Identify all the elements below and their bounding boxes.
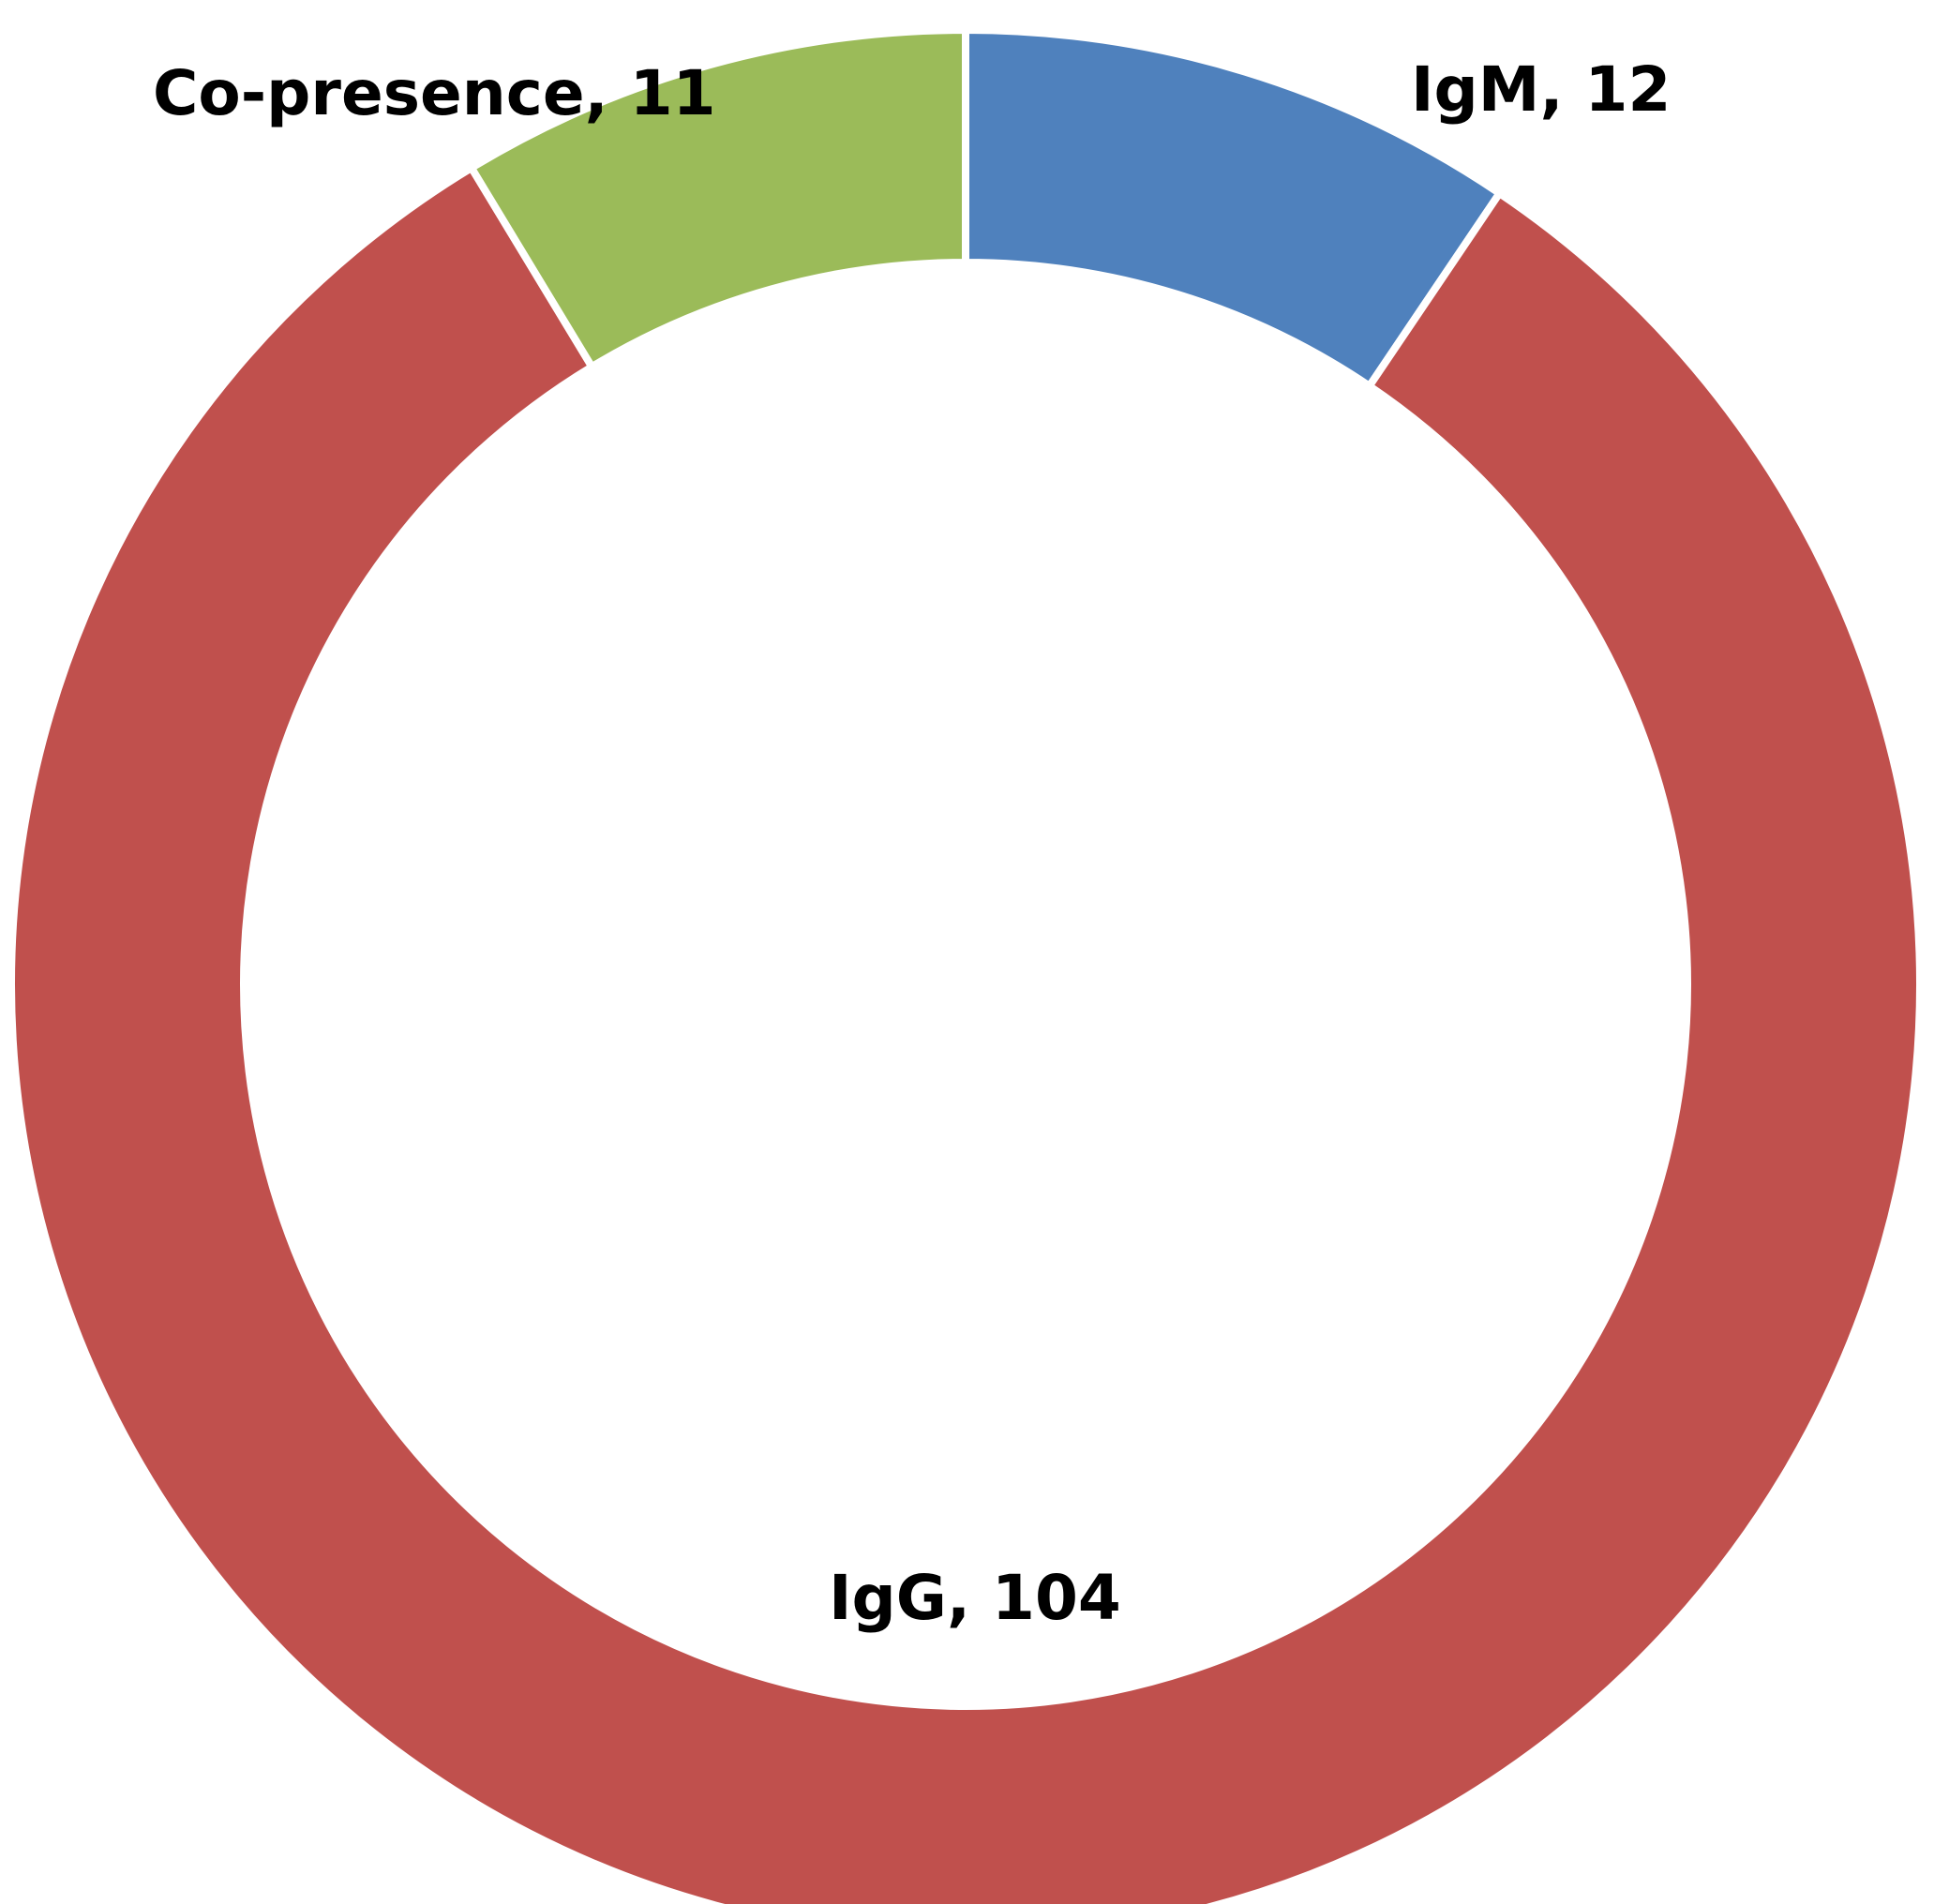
slice-igg xyxy=(7,162,1924,1904)
data-label-igg: IgG, 104 xyxy=(829,1562,1121,1634)
data-label-co-presence: Co-presence, 11 xyxy=(153,57,716,129)
data-label-igm: IgM, 12 xyxy=(1411,53,1671,126)
slice-co-presence xyxy=(466,25,969,372)
